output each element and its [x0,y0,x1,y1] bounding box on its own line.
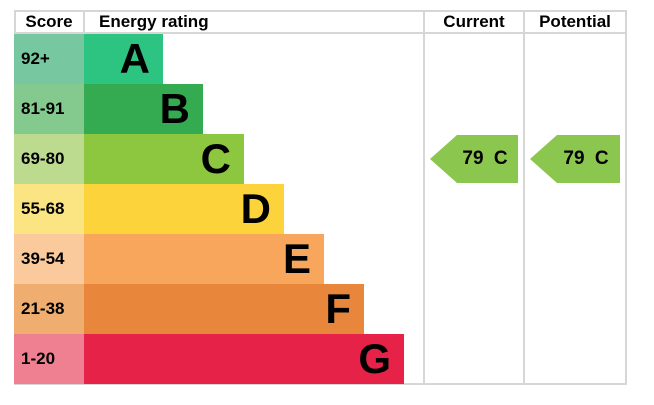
score-range-label: 69-80 [14,134,84,184]
energy-rating-header: Energy rating [99,12,209,31]
current-rating-arrow: 79 C [430,135,518,183]
grid-line-bottom [14,383,627,385]
score-range-label: 55-68 [14,184,84,234]
current-header: Current [443,12,505,31]
grid-line-current-divider [423,10,425,385]
band-row-c: 69-80 C [14,134,244,184]
score-header: Score [25,12,73,31]
band-row-e: 39-54 E [14,234,324,284]
grid-line-score-divider [83,10,85,34]
rating-bar-f: F [84,284,364,334]
rating-bar-a: A [84,34,163,84]
score-range-label: 39-54 [14,234,84,284]
score-range-label: 81-91 [14,84,84,134]
band-row-a: 92+ A [14,34,163,84]
grid-line-header-bottom [14,32,627,34]
grid-line-potential-divider [523,10,525,385]
rating-bar-b: B [84,84,203,134]
band-row-f: 21-38 F [14,284,364,334]
rating-bar-d: D [84,184,284,234]
band-row-d: 55-68 D [14,184,284,234]
current-rating-label: 79 C [462,148,508,169]
rating-letter: A [119,35,150,82]
rating-letter: B [159,85,190,132]
rating-letter: F [325,285,351,332]
rating-bar-c: C [84,134,244,184]
rating-bar-e: E [84,234,324,284]
potential-header: Potential [539,12,611,31]
rating-letter: C [200,135,231,182]
grid-line-right [625,10,627,385]
potential-rating-label: 79 C [563,148,609,169]
rating-letter: D [240,185,271,232]
score-range-label: 21-38 [14,284,84,334]
rating-letter: G [358,335,391,382]
rating-bar-g: G [84,334,404,384]
rating-letter: E [282,235,311,282]
score-range-label: 1-20 [14,334,84,384]
band-row-g: 1-20 G [14,334,404,384]
potential-rating-arrow: 79 C [530,135,620,183]
grid-line-top [14,10,627,12]
grid-line-left [14,10,16,34]
band-row-b: 81-91 B [14,84,203,134]
score-range-label: 92+ [14,34,84,84]
